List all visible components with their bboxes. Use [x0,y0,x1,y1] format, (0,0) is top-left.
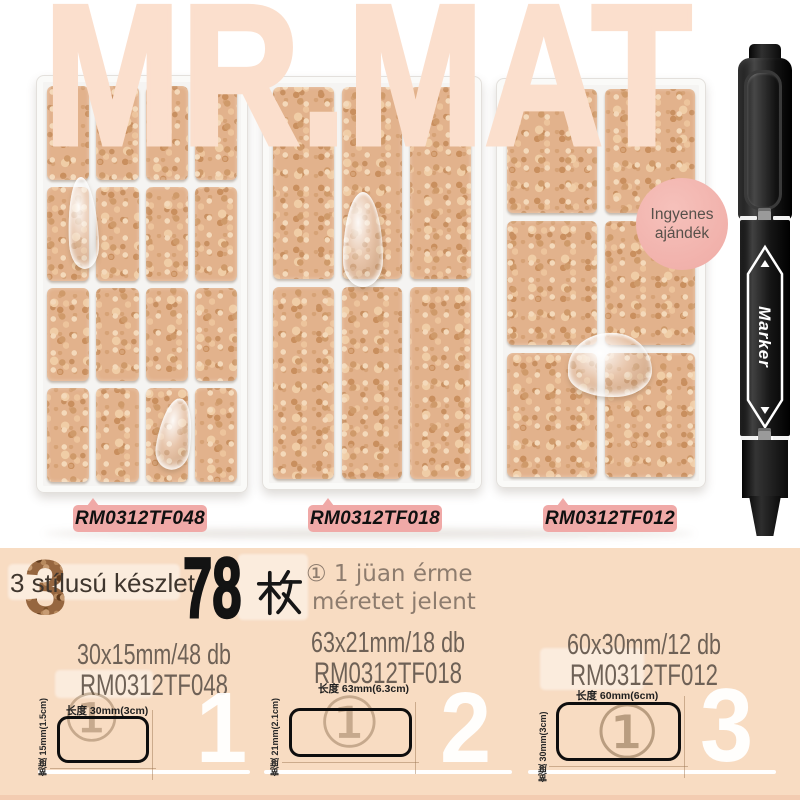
cork-piece [273,287,334,479]
cork-piece [145,86,188,180]
cork-piece [145,186,188,281]
pen-stripe [741,436,757,440]
pen-clip [744,70,782,210]
tag-code: RM0312TF018 [309,507,441,529]
coin-note-line2: méretet jelent [312,589,476,615]
product-code-tag-1: RM0312TF048 [73,498,207,532]
cork-piece [47,86,90,180]
marker-logo: Marker [745,244,785,430]
cork-piece [273,87,334,279]
width-label-3: 宽度 30mm(3cm) [538,711,548,782]
cork-piece [145,287,188,382]
dimension-rect-3 [549,696,688,778]
step-number-2: 2 [440,672,492,784]
highlight-patch [540,648,644,690]
pen-lower-barrel [742,440,788,498]
cork-grid [47,86,237,482]
cork-piece [507,221,597,345]
length-label-1: 长度 30mm(3cm) [66,705,149,717]
cork-piece [96,287,139,382]
width-label-1: 宽度 15mm(1.5cm) [38,697,48,776]
spec-block-3: 60x30mm/12 db RM0312TF012 [564,630,724,692]
pen-stripe [773,216,790,220]
product-code-tag-2: RM0312TF018 [308,498,442,532]
styles-text: 3 stílusú készlet [10,568,195,598]
cork-piece [341,287,403,479]
spec-size: 60x30mm/12 db [567,629,721,661]
gift-badge-line2: ajándék [654,225,710,242]
styles-count-digit: 3 [24,543,68,631]
dimension-rect-1 [50,710,156,780]
brand-title: MR.MAT [42,0,694,187]
cork-piece [410,87,471,279]
cork-grid [273,87,471,479]
highlight-patch [55,670,153,698]
cork-piece [194,287,237,382]
pen-stripe [773,436,789,440]
tag-code: RM0312TF012 [544,507,676,529]
cork-piece [410,287,471,479]
floor-shadow [44,529,694,538]
water-droplet [568,333,652,397]
total-unit-glyph: 枚 [256,570,302,621]
baseline [38,770,250,774]
cork-board-medium [262,76,482,490]
step-number-3: 3 [700,668,754,784]
cork-piece [507,89,597,213]
tag-code: RM0312TF048 [74,507,206,529]
spec-code: RM0312TF048 [79,669,229,702]
spec-block-2: 63x21mm/18 db RM0312TF018 [311,628,465,690]
cork-piece [47,388,90,482]
spec-code: RM0312TF012 [569,659,719,692]
baseline [264,770,512,774]
dimension-rect-2 [282,702,419,774]
info-band: 3 3 stílusú készlet 78 枚 ① 1 jüan érme m… [0,541,800,800]
spec-size: 63x21mm/18 db [311,627,465,659]
coin-icon: ① [594,690,661,776]
coin-note-line1: ① 1 jüan érme [306,561,473,587]
band-bottom-edge [0,795,800,800]
length-label-3: 长度 60mm(6cm) [576,690,659,702]
cork-board-small [36,75,248,493]
cork-piece [47,287,90,382]
product-code-tag-3: RM0312TF012 [543,498,677,532]
total-count: 78 [182,541,242,636]
coin-note: ① 1 jüan érme méretet jelent [306,560,476,616]
pen-tip [749,496,781,536]
cork-piece [194,186,237,281]
coin-icon: ① [318,682,381,764]
baseline [528,770,776,774]
cork-piece [194,86,237,180]
spec-size: 30x15mm/48 db [77,639,231,671]
cork-piece [96,186,139,281]
marker-pen: Marker [732,44,798,536]
length-label-2: 长度 63mm(6.3cm) [318,683,410,695]
cork-piece [96,388,139,482]
width-label-2: 宽度 21mm(2.1cm) [270,697,280,776]
step-number-1: 1 [196,672,248,784]
marker-logo-text: Marker [755,306,774,368]
spec-block-1: 30x15mm/48 db RM0312TF048 [77,640,231,702]
cork-piece [96,86,139,180]
gift-badge: Ingyenes ajándék [636,178,728,270]
spec-code: RM0312TF018 [313,657,463,690]
gift-badge-line1: Ingyenes [650,206,714,223]
pen-cap-top [749,44,781,62]
pen-stripe [740,216,757,220]
cork-piece [194,388,237,482]
